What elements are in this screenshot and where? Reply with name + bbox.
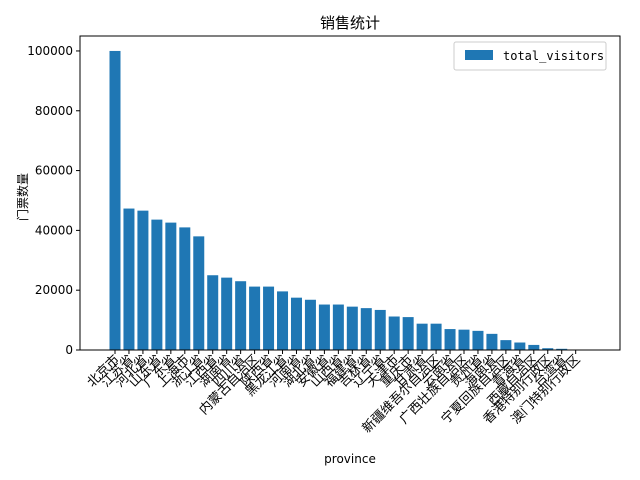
bar bbox=[346, 306, 358, 350]
bar bbox=[472, 330, 484, 350]
x-axis-label: province bbox=[324, 452, 376, 466]
bar bbox=[123, 208, 135, 350]
y-axis-label: 门票数量 bbox=[15, 173, 30, 221]
y-tick-label: 60000 bbox=[35, 164, 73, 178]
y-tick-label: 0 bbox=[65, 343, 73, 357]
plot-area: 020000400006000080000100000北京市江苏省河北省山东省广… bbox=[27, 35, 621, 436]
y-tick-label: 40000 bbox=[35, 223, 73, 237]
bar bbox=[514, 342, 526, 350]
bar bbox=[458, 329, 470, 350]
bar bbox=[360, 308, 372, 350]
bar bbox=[318, 304, 330, 350]
bar bbox=[444, 329, 456, 350]
y-tick-label: 80000 bbox=[35, 104, 73, 118]
legend-swatch bbox=[465, 50, 493, 60]
bar bbox=[500, 340, 512, 350]
bar bbox=[374, 309, 386, 350]
bar bbox=[221, 277, 233, 350]
legend-label: total_visitors bbox=[503, 49, 604, 63]
legend-frame bbox=[453, 41, 607, 71]
axes-frame bbox=[79, 35, 621, 351]
bar bbox=[528, 344, 540, 350]
y-tick-label: 20000 bbox=[35, 283, 73, 297]
bar bbox=[235, 281, 247, 350]
bar bbox=[151, 219, 163, 350]
bar bbox=[290, 297, 302, 350]
bar bbox=[165, 222, 177, 350]
bar bbox=[277, 291, 289, 350]
bar bbox=[430, 323, 442, 350]
bar bbox=[263, 286, 275, 350]
bar bbox=[109, 50, 121, 350]
bar bbox=[207, 275, 219, 350]
bar bbox=[193, 236, 205, 350]
bar bbox=[486, 333, 498, 350]
bar bbox=[304, 299, 316, 350]
bar bbox=[402, 317, 414, 350]
bar bbox=[388, 316, 400, 350]
bar bbox=[542, 348, 554, 350]
bar bbox=[137, 210, 149, 350]
legend: total_visitors bbox=[453, 41, 607, 71]
y-tick-label: 100000 bbox=[27, 44, 73, 58]
bar bbox=[556, 348, 568, 350]
bar bbox=[332, 304, 344, 350]
bar bbox=[416, 323, 428, 350]
bar bbox=[249, 286, 261, 350]
bar bbox=[179, 227, 191, 350]
chart-title: 销售统计 bbox=[320, 14, 380, 32]
